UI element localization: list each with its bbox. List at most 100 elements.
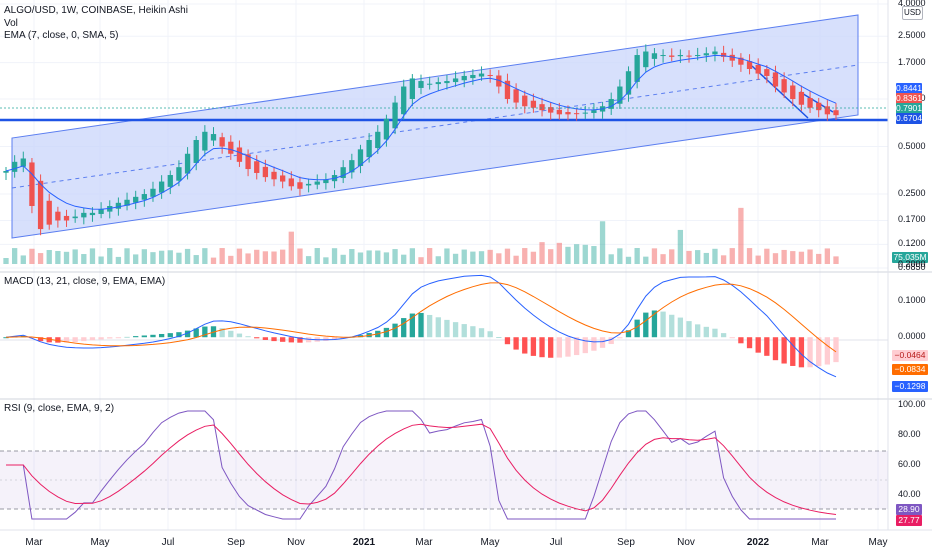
time-axis-label: Jul [549, 537, 563, 548]
candle-body [556, 109, 562, 115]
macd-histogram-bar [401, 318, 407, 338]
macd-histogram-bar [167, 333, 173, 338]
volume-bar [340, 254, 346, 264]
candle-body [280, 175, 286, 182]
macd-histogram-bar [755, 337, 761, 353]
macd-histogram-bar [807, 337, 813, 368]
volume-bar [738, 207, 744, 264]
price-tick-label: 0.2500 [898, 188, 926, 198]
macd-histogram-bar [3, 337, 9, 339]
candle-body [608, 99, 614, 109]
candle-body [565, 112, 571, 115]
macd-histogram-bar [254, 337, 260, 339]
volume-bar [669, 249, 675, 264]
volume-bar [573, 244, 580, 264]
macd-histogram-bar [297, 337, 303, 343]
macd-histogram-bar [245, 336, 251, 338]
volume-bar [331, 248, 338, 264]
candle-body [29, 162, 35, 207]
trend-line[interactable] [751, 65, 809, 119]
candle-body [219, 137, 225, 147]
time-axis-label: 2021 [352, 537, 376, 548]
candle-body [470, 74, 476, 79]
volume-bar [746, 248, 753, 264]
candle-body [305, 183, 312, 186]
candle-body [167, 175, 173, 187]
macd-tick-label: 0.0000 [898, 331, 926, 341]
candle-body [37, 180, 44, 230]
macd-tick-label: 0.2000 [898, 259, 926, 269]
macd-histogram-bar [133, 336, 139, 338]
macd-label[interactable]: MACD (13, 21, close, 9, EMA, EMA) [4, 276, 166, 287]
macd-histogram-bar [720, 333, 727, 338]
price-tick-label: 0.1200 [898, 238, 926, 248]
macd-histogram-bar [323, 337, 329, 341]
channel-midline [11, 64, 859, 189]
volume-bar [478, 251, 485, 264]
symbol-title[interactable]: ALGO/USD, 1W, COINBASE, Heikin Ashi [4, 5, 188, 16]
volume-bar [695, 250, 701, 264]
volume-bar [98, 256, 104, 264]
candle-body [807, 98, 813, 108]
volume-bar [461, 249, 467, 264]
macd-histogram-bar [591, 337, 597, 351]
macd-histogram-bar [63, 337, 70, 343]
rsi-label[interactable]: RSI (9, close, EMA, 9, 2) [4, 403, 115, 414]
volume-bar [29, 248, 35, 264]
candle-body [660, 55, 666, 57]
candle-body [3, 170, 9, 173]
ema-label[interactable]: EMA (7, close, 0, SMA, 5) [4, 30, 119, 41]
volume-bar [392, 249, 398, 264]
candle-body [366, 140, 372, 158]
candle-body [461, 75, 467, 81]
volume-bar [3, 258, 9, 264]
macd-histogram-bar [124, 336, 130, 338]
volume-bar [833, 256, 839, 264]
macd-histogram-bar [816, 337, 822, 367]
volume-bar [37, 253, 44, 264]
macd-histogram-bar [383, 327, 390, 338]
volume-bar [89, 248, 96, 264]
macd-histogram-bar [478, 328, 485, 338]
candle-body [81, 212, 87, 218]
macd-histogram-bar [625, 330, 632, 338]
candle-body [452, 78, 459, 83]
macd-histogram-bar [833, 337, 839, 363]
volume-bar [729, 248, 735, 264]
candle-body [513, 89, 519, 103]
volume-label[interactable]: Vol [4, 18, 18, 29]
macd-histogram-bar [790, 337, 796, 366]
candle-body [677, 55, 684, 57]
candle-body [729, 54, 735, 61]
volume-bar [651, 248, 658, 264]
candle-body [262, 166, 269, 178]
macd-histogram-bar [496, 337, 502, 339]
volume-bar [444, 248, 450, 264]
price-tag: 0.7901 [896, 103, 922, 114]
candle-body [55, 211, 61, 221]
rsi-line [6, 410, 836, 520]
rsi-tick-label: 100.00 [898, 399, 926, 409]
candle-body [764, 69, 770, 76]
candle-body [703, 53, 709, 56]
candle-body [669, 55, 675, 57]
macd-histogram-bar [331, 337, 338, 340]
currency-button[interactable]: USD [902, 6, 923, 20]
macd-histogram-bar [409, 313, 416, 338]
rsi-tick-label: 40.00 [898, 489, 921, 499]
time-axis-label: Sep [617, 537, 635, 548]
volume-bar [548, 249, 554, 264]
macd-histogram-bar [89, 337, 96, 341]
rsi-tag: 28.90 [896, 504, 922, 515]
time-axis-label: Mar [25, 537, 43, 548]
candle-body [712, 51, 718, 55]
volume-bar [150, 252, 156, 264]
rsi-tag: 27.77 [896, 515, 922, 526]
volume-bar [764, 248, 770, 264]
macd-histogram-bar [548, 337, 554, 358]
volume-bar [202, 248, 208, 264]
volume-bar [720, 255, 727, 264]
volume-bar [141, 249, 147, 264]
macd-histogram-bar [738, 337, 744, 344]
